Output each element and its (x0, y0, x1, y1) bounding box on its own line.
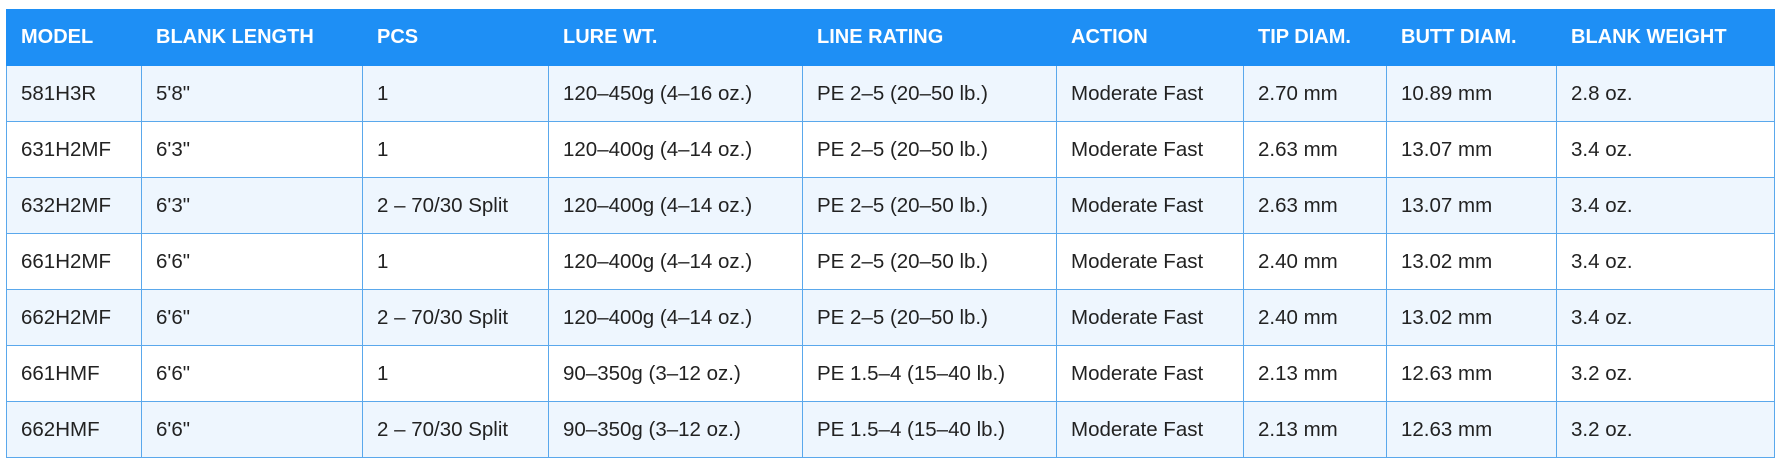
table-cell: 1 (362, 233, 549, 290)
table-cell: 120–450g (4–16 oz.) (548, 65, 803, 122)
table-cell: PE 2–5 (20–50 lb.) (802, 177, 1057, 234)
spec-table: MODEL BLANK LENGTH PCS LURE WT. LINE RATING A… (6, 9, 1775, 458)
table-cell: 2 – 70/30 Split (362, 289, 549, 346)
table-cell: 3.4 oz. (1556, 121, 1775, 178)
table-cell: 3.4 oz. (1556, 289, 1775, 346)
table-cell: 661HMF (6, 345, 142, 402)
table-cell: 2.13 mm (1243, 345, 1387, 402)
header-cell: BUTT DIAM. (1386, 9, 1557, 66)
table-cell: 2.63 mm (1243, 121, 1387, 178)
table-cell: 10.89 mm (1386, 65, 1557, 122)
table-cell: 120–400g (4–14 oz.) (548, 233, 803, 290)
table-cell: 90–350g (3–12 oz.) (548, 401, 803, 458)
table-cell: 6'3" (141, 177, 363, 234)
table-row: 661H2MF 6'6" 1 120–400g (4–14 oz.) PE 2–5 (2… (6, 233, 1775, 290)
table-cell: 6'6" (141, 401, 363, 458)
table-cell: PE 1.5–4 (15–40 lb.) (802, 345, 1057, 402)
header-cell: TIP DIAM. (1243, 9, 1387, 66)
header-cell: PCS (362, 9, 549, 66)
header-cell: ACTION (1056, 9, 1244, 66)
table-cell: Moderate Fast (1056, 65, 1244, 122)
header-cell: LINE RATING (802, 9, 1057, 66)
table-cell: PE 2–5 (20–50 lb.) (802, 65, 1057, 122)
table-cell: 1 (362, 121, 549, 178)
table-cell: 6'6" (141, 233, 363, 290)
table-cell: 661H2MF (6, 233, 142, 290)
table-cell: 13.07 mm (1386, 121, 1557, 178)
table-cell: Moderate Fast (1056, 401, 1244, 458)
table-row: 662HMF 6'6" 2 – 70/30 Split 90–350g (3–12 o… (6, 401, 1775, 458)
table-cell: 5'8" (141, 65, 363, 122)
table-cell: 1 (362, 65, 549, 122)
table-cell: Moderate Fast (1056, 345, 1244, 402)
table-cell: 2.40 mm (1243, 233, 1387, 290)
table-cell: 1 (362, 345, 549, 402)
header-cell: BLANK LENGTH (141, 9, 363, 66)
table-cell: 6'3" (141, 121, 363, 178)
header-cell: BLANK WEIGHT (1556, 9, 1775, 66)
table-row: 661HMF 6'6" 1 90–350g (3–12 oz.) PE 1.5–4 (1… (6, 345, 1775, 402)
table-cell: 3.2 oz. (1556, 345, 1775, 402)
table-cell: 2.8 oz. (1556, 65, 1775, 122)
table-cell: 2 – 70/30 Split (362, 401, 549, 458)
table-cell: 6'6" (141, 289, 363, 346)
table-cell: 662HMF (6, 401, 142, 458)
table-cell: PE 2–5 (20–50 lb.) (802, 233, 1057, 290)
table-row: 632H2MF 6'3" 2 – 70/30 Split 120–400g (4–14… (6, 177, 1775, 234)
table-cell: 120–400g (4–14 oz.) (548, 121, 803, 178)
table-cell: 6'6" (141, 345, 363, 402)
table-cell: 581H3R (6, 65, 142, 122)
table-cell: PE 2–5 (20–50 lb.) (802, 289, 1057, 346)
table-cell: 90–350g (3–12 oz.) (548, 345, 803, 402)
table-cell: Moderate Fast (1056, 121, 1244, 178)
table-row: 662H2MF 6'6" 2 – 70/30 Split 120–400g (4–14… (6, 289, 1775, 346)
table-cell: 631H2MF (6, 121, 142, 178)
table-cell: 13.02 mm (1386, 289, 1557, 346)
table-row: 581H3R 5'8" 1 120–450g (4–16 oz.) PE 2–5 (20… (6, 65, 1775, 122)
table-cell: 12.63 mm (1386, 401, 1557, 458)
table-cell: PE 2–5 (20–50 lb.) (802, 121, 1057, 178)
header-row: MODEL BLANK LENGTH PCS LURE WT. LINE RATING A… (6, 9, 1775, 66)
table-cell: 120–400g (4–14 oz.) (548, 289, 803, 346)
table-cell: 12.63 mm (1386, 345, 1557, 402)
table-cell: 2.13 mm (1243, 401, 1387, 458)
table-cell: 3.4 oz. (1556, 233, 1775, 290)
table-cell: 662H2MF (6, 289, 142, 346)
table-cell: 120–400g (4–14 oz.) (548, 177, 803, 234)
table-cell: 2.63 mm (1243, 177, 1387, 234)
table-row: 631H2MF 6'3" 1 120–400g (4–14 oz.) PE 2–5 (2… (6, 121, 1775, 178)
table-cell: Moderate Fast (1056, 289, 1244, 346)
table-cell: 2 – 70/30 Split (362, 177, 549, 234)
header-cell: LURE WT. (548, 9, 803, 66)
table-cell: Moderate Fast (1056, 233, 1244, 290)
table-cell: 632H2MF (6, 177, 142, 234)
table-cell: PE 1.5–4 (15–40 lb.) (802, 401, 1057, 458)
table-cell: 13.07 mm (1386, 177, 1557, 234)
table-cell: 13.02 mm (1386, 233, 1557, 290)
table-cell: 2.70 mm (1243, 65, 1387, 122)
table-cell: 2.40 mm (1243, 289, 1387, 346)
table-cell: 3.2 oz. (1556, 401, 1775, 458)
table-cell: 3.4 oz. (1556, 177, 1775, 234)
table-body: 581H3R 5'8" 1 120–450g (4–16 oz.) PE 2–5 (20… (6, 65, 1775, 458)
table-cell: Moderate Fast (1056, 177, 1244, 234)
header-cell: MODEL (6, 9, 142, 66)
